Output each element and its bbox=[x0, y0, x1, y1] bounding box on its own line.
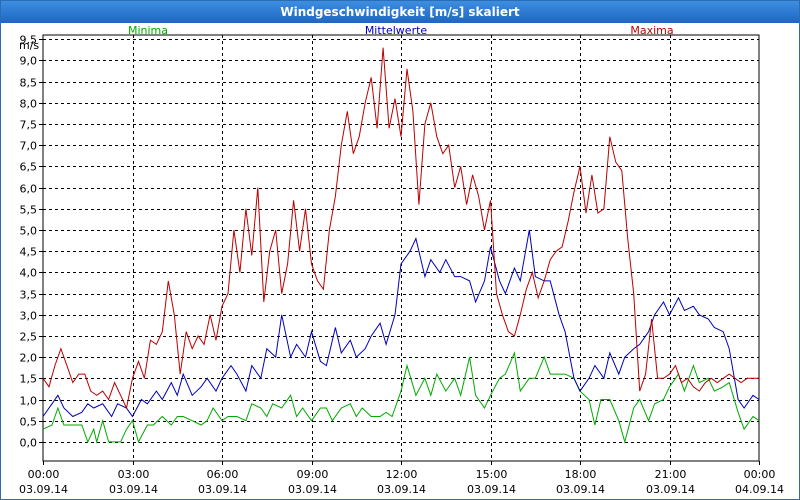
y-tick-label: 8,5 bbox=[20, 77, 38, 90]
x-tick-date: 03.09.14 bbox=[19, 483, 68, 496]
series-line-minima bbox=[42, 351, 760, 444]
y-tick-label: 6,5 bbox=[20, 161, 38, 174]
y-tick-label: 5,5 bbox=[20, 204, 38, 217]
x-tick-date: 03.09.14 bbox=[556, 483, 605, 496]
y-tick-label: 1,0 bbox=[20, 395, 38, 408]
wind-speed-chart: 0,0 0,5 1,0 1,5 2,0 2,5 3,0 3,5 4,0 4,5 5,0 5,5 6,0 6… bbox=[19, 24, 784, 496]
x-tick-date: 03.09.14 bbox=[377, 483, 426, 496]
y-tick-label: 8,0 bbox=[20, 98, 38, 111]
legend-maxima: Maxima bbox=[630, 24, 673, 37]
x-tick-date: 03.09.14 bbox=[109, 483, 158, 496]
x-tick-time: 18:00 bbox=[565, 468, 597, 481]
x-tick-time: 21:00 bbox=[655, 468, 687, 481]
y-tick-label: 4,5 bbox=[20, 246, 38, 259]
x-tick-date: 03.09.14 bbox=[198, 483, 247, 496]
y-tick-label: 7,0 bbox=[20, 140, 38, 153]
x-tick-date: 03.09.14 bbox=[646, 483, 695, 496]
y-tick-label: 7,5 bbox=[20, 119, 38, 132]
y-tick-label: 0,5 bbox=[20, 416, 38, 429]
y-tick-label: 2,5 bbox=[20, 331, 38, 344]
legend-minima: Minima bbox=[128, 24, 168, 37]
y-tick-label: 3,5 bbox=[20, 289, 38, 302]
window-title: Windgeschwindigkeit [m/s] skaliert bbox=[1, 1, 799, 23]
x-tick-time: 03:00 bbox=[118, 468, 150, 481]
x-tick-time: 06:00 bbox=[207, 468, 239, 481]
x-tick-date: 03.09.14 bbox=[288, 483, 337, 496]
legend-mittelwerte: Mittelwerte bbox=[365, 24, 428, 37]
y-tick-label: 6,0 bbox=[20, 183, 38, 196]
x-tick-date: 03.09.14 bbox=[467, 483, 516, 496]
y-tick-label: 4,0 bbox=[20, 267, 38, 280]
y-tick-label: 1,5 bbox=[20, 373, 38, 386]
y-tick-label: 5,0 bbox=[20, 225, 38, 238]
y-axis-label: m/s bbox=[19, 39, 39, 52]
x-tick-time: 09:00 bbox=[297, 468, 329, 481]
series-line-maxima bbox=[42, 47, 759, 410]
y-tick-label: 9,0 bbox=[20, 55, 38, 68]
x-tick-date: 04.09.14 bbox=[735, 483, 784, 496]
x-tick-time: 15:00 bbox=[476, 468, 508, 481]
y-tick-label: 3,0 bbox=[20, 310, 38, 323]
y-tick-label: 9,5 bbox=[20, 34, 38, 47]
y-tick-label: 2,0 bbox=[20, 352, 38, 365]
x-tick-time: 00:00 bbox=[28, 468, 60, 481]
series-line-mittelwerte bbox=[42, 229, 760, 418]
x-tick-time: 00:00 bbox=[744, 468, 776, 481]
y-tick-label: 0,0 bbox=[20, 437, 38, 450]
x-tick-time: 12:00 bbox=[386, 468, 418, 481]
